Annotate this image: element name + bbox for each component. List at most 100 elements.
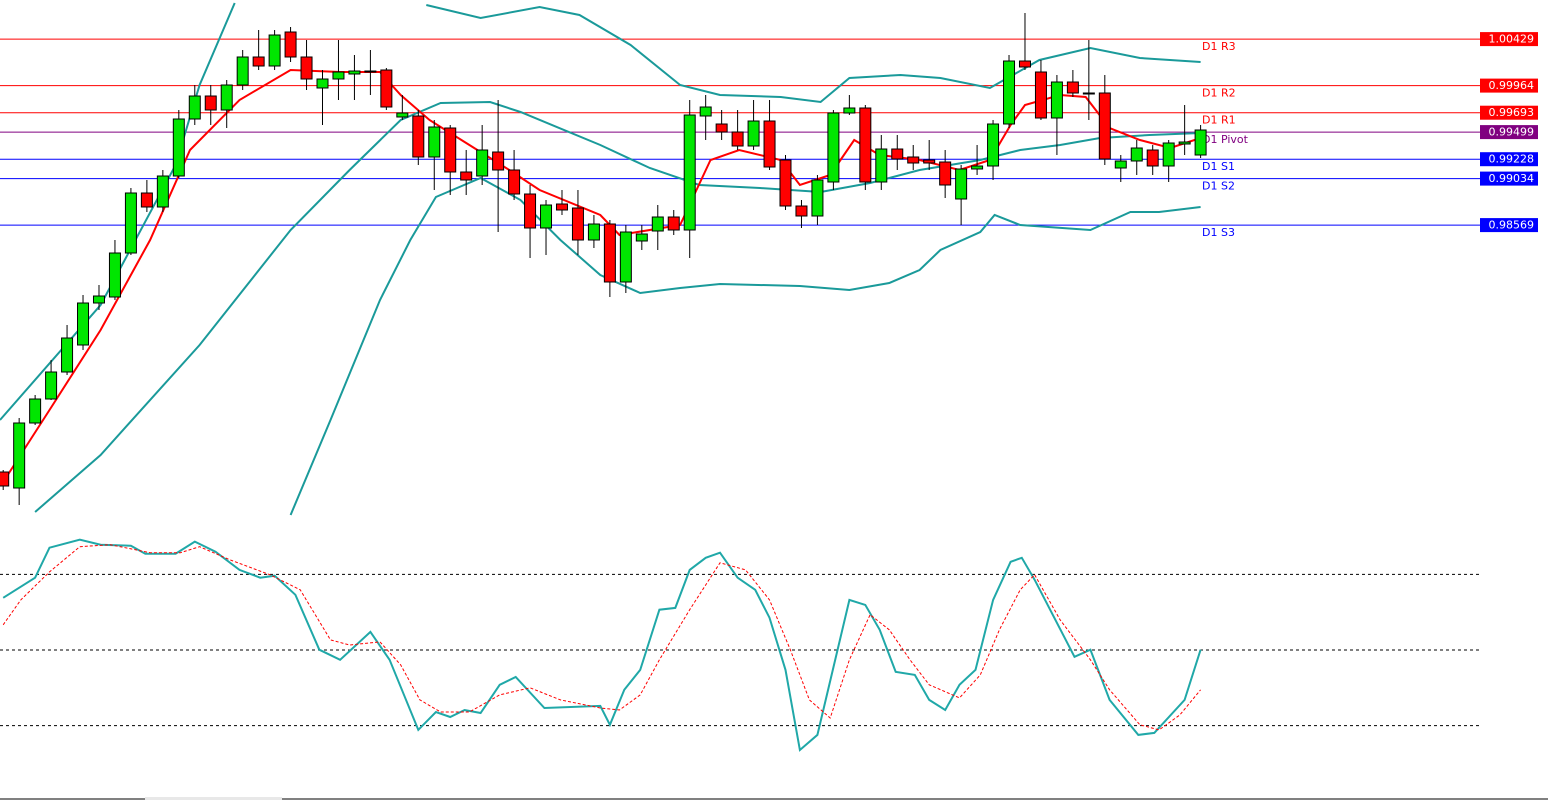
candle-body: [907, 156, 920, 164]
pivot-value: 0.99693: [1489, 106, 1535, 119]
pivot-value-box: [1480, 171, 1538, 186]
candle-body: [284, 31, 297, 58]
candle-body: [220, 84, 233, 111]
candle-body: [731, 131, 744, 147]
candle-body: [971, 165, 984, 170]
pivot-name: D1 S2: [1202, 180, 1235, 193]
candle-body: [204, 95, 217, 111]
candle-body: [843, 107, 856, 114]
candle-body: [1018, 60, 1031, 68]
candle-body: [172, 118, 185, 177]
candle-body: [1130, 147, 1143, 162]
pivot-value: 0.98569: [1489, 219, 1535, 232]
candle-body: [77, 302, 90, 346]
candle-body: [348, 70, 361, 75]
pivot-value: 0.99964: [1489, 79, 1535, 92]
candle-body: [571, 207, 584, 241]
candle-body: [364, 70, 377, 73]
candle-body: [156, 175, 169, 208]
candle-body: [460, 171, 473, 181]
candle-body: [13, 422, 26, 489]
candle-body: [61, 337, 74, 373]
candle-body: [715, 123, 728, 133]
overlay-line: [426, 4, 1201, 104]
candle-body: [332, 71, 345, 80]
candle-body: [683, 114, 696, 231]
candle-body: [1098, 92, 1111, 160]
candle-body: [140, 192, 153, 208]
candle-body: [0, 471, 10, 487]
candle-body: [188, 95, 201, 120]
pivot-value-box: [1480, 32, 1538, 47]
candle-body: [476, 149, 489, 177]
pivot-value-box: [1480, 152, 1538, 167]
indicator-line: [2, 544, 1201, 731]
candle-body: [795, 205, 808, 217]
candle-body: [428, 126, 441, 158]
candle-body: [1050, 81, 1063, 119]
candle-body: [1066, 81, 1079, 94]
pivot-name: D1 R2: [1202, 87, 1236, 100]
candle-body: [603, 223, 616, 283]
candle-body: [891, 148, 904, 160]
pivot-name: D1 Pivot: [1202, 133, 1249, 146]
candle-body: [1003, 60, 1016, 125]
pivot-name: D1 R1: [1202, 114, 1236, 127]
candle-body: [587, 223, 600, 241]
pivot-value: 0.99499: [1489, 126, 1535, 139]
pivot-value: 0.99228: [1489, 153, 1535, 166]
candle-body: [651, 216, 664, 232]
candle-body: [955, 168, 968, 200]
candle-body: [939, 161, 952, 186]
pivot-name: D1 S3: [1202, 226, 1235, 239]
candle-body: [29, 398, 42, 424]
candle-body: [923, 159, 936, 164]
candle-body: [444, 127, 457, 173]
candle-body: [124, 192, 137, 254]
pivot-value-box: [1480, 78, 1538, 93]
candle-body: [619, 231, 632, 283]
indicator-line: [2, 538, 1202, 752]
candle-body: [396, 112, 409, 118]
candle-body: [859, 107, 872, 183]
candle-body: [252, 56, 265, 67]
candle-body: [524, 193, 537, 229]
candle-body: [540, 204, 553, 229]
candle-body: [1034, 71, 1047, 119]
candle-body: [300, 56, 313, 80]
candle-body: [811, 179, 824, 217]
candle-body: [316, 78, 329, 89]
candle-body: [508, 169, 521, 195]
pivot-value-box: [1480, 125, 1538, 140]
candle-body: [987, 123, 1000, 167]
pivot-name: D1 R3: [1202, 40, 1236, 53]
candle-body: [555, 203, 568, 211]
candle-body: [1162, 142, 1175, 167]
overlay-line: [34, 100, 1201, 513]
candle-body: [1114, 160, 1127, 169]
candle-body: [635, 233, 648, 242]
pivot-value-box: [1480, 105, 1538, 120]
candle-body: [45, 371, 58, 400]
scrollbar-thumb[interactable]: [145, 797, 282, 800]
candle-body: [1082, 92, 1095, 95]
candle-body: [1178, 141, 1191, 145]
candle-body: [268, 34, 281, 67]
candle-body: [236, 56, 249, 86]
candle-body: [92, 295, 105, 304]
pivot-value-box: [1480, 218, 1538, 233]
candle-body: [667, 216, 680, 231]
candle-body: [827, 112, 840, 183]
pivot-name: D1 S1: [1202, 160, 1235, 173]
candle-body: [380, 69, 393, 108]
candle-body: [875, 148, 888, 183]
candle-body: [747, 120, 760, 147]
candle-body: [779, 159, 792, 207]
candle-body: [492, 151, 505, 171]
pivot-value: 1.00429: [1489, 33, 1535, 46]
candle-body: [108, 252, 121, 298]
pivot-value: 0.99034: [1489, 172, 1535, 185]
